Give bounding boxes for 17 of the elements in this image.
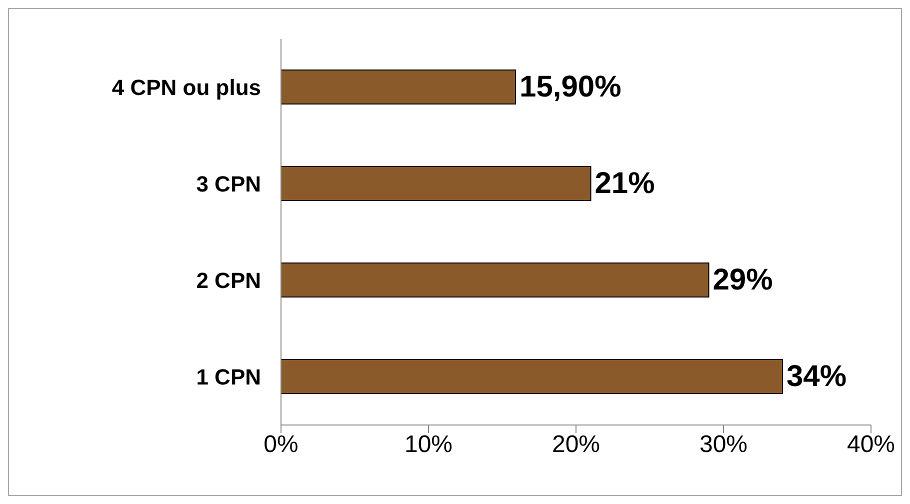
data-label: 21% — [594, 167, 655, 200]
y-tick-label: 2 CPN — [196, 268, 261, 294]
y-tick-label: 1 CPN — [196, 364, 261, 390]
x-tick-label: 30% — [699, 431, 748, 458]
x-tick-label: 0% — [264, 431, 298, 458]
y-tick-label: 4 CPN ou plus — [112, 75, 261, 100]
y-tick-label: 3 CPN — [196, 172, 261, 197]
data-label: 29% — [712, 264, 773, 296]
data-label: 15,90% — [520, 70, 622, 104]
data-label: 34% — [786, 360, 847, 393]
bar — [281, 166, 592, 201]
x-tick-label: 20% — [552, 431, 600, 458]
bar — [281, 262, 710, 298]
bar — [281, 359, 783, 394]
bar — [281, 70, 516, 104]
x-tick-label: 40% — [846, 431, 896, 458]
x-tick-label: 10% — [404, 431, 453, 458]
